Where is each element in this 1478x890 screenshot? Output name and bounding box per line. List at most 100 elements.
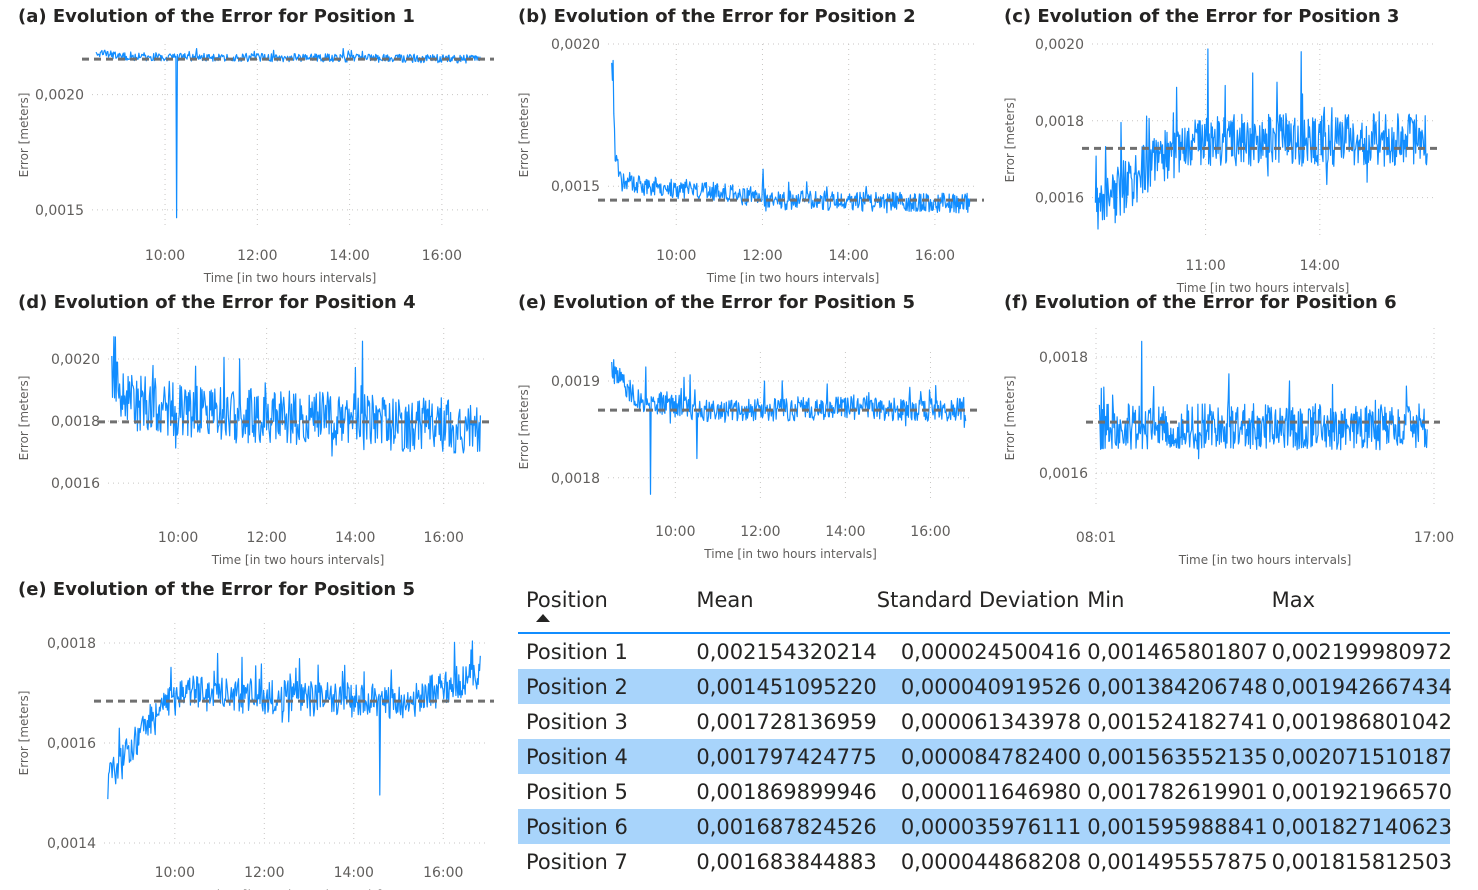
- column-header-std[interactable]: Standard Deviation: [876, 588, 1080, 612]
- cell-value: 0,001827140623: [1271, 809, 1452, 844]
- x-tick-label: 14:00: [335, 530, 375, 546]
- error-series-line: [1094, 48, 1428, 230]
- chart-panel-p2: (b) Evolution of the Error for Position …: [517, 6, 988, 288]
- x-tick-label: 12:00: [237, 248, 277, 264]
- y-tick-label: 0,0018: [551, 471, 600, 487]
- y-tick-label: 0,0020: [1035, 37, 1084, 53]
- y-tick-label: 0,0018: [51, 414, 100, 430]
- y-tick-label: 0,0016: [1035, 191, 1084, 207]
- cell-value: 0,001524182741: [1087, 709, 1268, 734]
- cell-value: 0,001451095220: [696, 669, 877, 704]
- y-tick-label: 0,0016: [47, 736, 96, 752]
- y-tick-label: 0,0016: [51, 476, 100, 492]
- y-tick-label: 0,0019: [551, 374, 600, 390]
- y-tick-label: 0,0018: [1039, 350, 1088, 366]
- x-tick-label: 14:00: [329, 248, 369, 264]
- x-axis-label: Time [in two hours intervals]: [1176, 281, 1350, 295]
- y-axis-label: Error [meters]: [17, 93, 31, 178]
- y-tick-label: 0,0020: [51, 352, 100, 368]
- cell-value: 0,001384206748: [1087, 669, 1272, 704]
- x-tick-label: 12:00: [246, 530, 286, 546]
- table-row[interactable]: Position 1 0,002154320214 0,000024500416 0,…: [518, 633, 1452, 669]
- error-series-line: [611, 359, 967, 495]
- y-tick-label: 0,0014: [47, 836, 96, 852]
- table-header-row: Position Mean Standard Deviation Min Max: [518, 584, 1450, 633]
- chart-title: (c) Evolution of the Error for Position …: [1004, 6, 1400, 27]
- y-tick-label: 0,0020: [35, 88, 84, 104]
- cell-position: Position 5: [526, 779, 628, 804]
- x-tick-label: 11:00: [1185, 258, 1225, 274]
- chart-svg: 0,0018 0,0016 08:01 17:00 Time [in two hours…: [1003, 328, 1454, 567]
- x-tick-label: 16:00: [915, 248, 955, 264]
- column-header-max[interactable]: Max: [1271, 588, 1315, 612]
- chart-title: (f) Evolution of the Error for Position …: [1004, 292, 1397, 313]
- cell-value: 0,001797424775: [696, 739, 877, 774]
- table-row[interactable]: Position 6 0,001687824526 0,000035976111 0,…: [518, 809, 1452, 844]
- column-header-mean[interactable]: Mean: [696, 588, 754, 612]
- cell-value: 0,001921966570: [1271, 779, 1452, 804]
- chart-panel-p4: (d) Evolution of the Error for Position …: [17, 292, 498, 574]
- chart-svg: 0,0020 0,0018 0,0016 11:00 14:00 Time [in two…: [1003, 37, 1440, 295]
- error-series-line: [1098, 340, 1428, 460]
- cell-value: 0,001869899946: [696, 779, 877, 804]
- error-series-line: [107, 640, 481, 800]
- x-tick-label: 14:00: [825, 524, 865, 540]
- y-axis-label: Error [meters]: [17, 376, 31, 461]
- x-tick-label: 10:00: [158, 530, 198, 546]
- error-series-line: [111, 336, 481, 457]
- x-axis-label: Time [in two hours intervals]: [211, 553, 385, 567]
- cell-value: 0,000024500416: [900, 639, 1082, 664]
- table-row[interactable]: Position 7 0,001683844883 0,000044868208 0,…: [518, 844, 1452, 879]
- cell-value: 0,001495557875: [1087, 849, 1268, 874]
- chart-panel-p3: (c) Evolution of the Error for Position …: [1003, 6, 1440, 295]
- cell-position: Position 1: [526, 639, 628, 664]
- table-row[interactable]: Position 5 0,001869899946 0,000011646980 0,…: [518, 774, 1452, 809]
- chart-panel-p7: (e) Evolution of the Error for Position …: [17, 579, 498, 890]
- x-tick-label: 14:00: [828, 248, 868, 264]
- chart-svg: 0,0020 0,0015 10:00 12:00 14:00 16:00 Time [in…: [17, 44, 494, 285]
- cell-value: 0,000011646980: [900, 779, 1082, 804]
- x-tick-label: 10:00: [656, 248, 696, 264]
- error-series-line: [95, 48, 481, 219]
- cell-value: 0,001595988841: [1087, 809, 1272, 844]
- x-tick-label: 16:00: [424, 530, 464, 546]
- cell-value: 0,000044868208: [900, 849, 1082, 874]
- x-tick-label: 12:00: [740, 524, 780, 540]
- column-header-min[interactable]: Min: [1087, 588, 1125, 612]
- column-label: Position: [526, 588, 608, 612]
- y-tick-label: 0,0015: [35, 203, 84, 219]
- chart-title: (e) Evolution of the Error for Position …: [18, 579, 415, 600]
- y-tick-label: 0,0018: [1035, 114, 1084, 130]
- cell-value: 0,001782619901: [1087, 779, 1268, 804]
- sort-ascending-icon[interactable]: [536, 614, 550, 622]
- chart-title: (a) Evolution of the Error for Position …: [18, 6, 415, 27]
- chart-panel-p6: (f) Evolution of the Error for Position …: [1003, 292, 1454, 574]
- chart-title: (e) Evolution of the Error for Position …: [518, 292, 915, 313]
- cell-value: 0,001563552135: [1087, 739, 1272, 774]
- cell-position: Position 6: [518, 809, 697, 844]
- x-tick-label: 12:00: [742, 248, 782, 264]
- column-header-position[interactable]: Position: [518, 584, 696, 633]
- x-tick-label: 12:00: [244, 865, 284, 881]
- cell-position: Position 7: [526, 849, 628, 874]
- cell-value: 0,001683844883: [696, 849, 877, 874]
- x-tick-label: 17:00: [1414, 530, 1454, 546]
- cell-position: Position 4: [518, 739, 697, 774]
- chart-svg: 0,0020 0,0015 10:00 12:00 14:00 16:00 Time [in…: [517, 37, 984, 285]
- cell-value: 0,001942667434: [1271, 669, 1452, 704]
- cell-value: 0,002199980972: [1271, 639, 1452, 664]
- table-row[interactable]: Position 4 0,001797424775 0,000084782400 0,…: [518, 739, 1452, 774]
- cell-value: 0,001728136959: [696, 709, 877, 734]
- table-row[interactable]: Position 3 0,001728136959 0,000061343978 0,…: [518, 704, 1452, 739]
- y-tick-label: 0,0018: [47, 636, 96, 652]
- cell-value: 0,001815812503: [1271, 849, 1452, 874]
- cell-value: 0,001687824526: [696, 809, 877, 844]
- chart-svg: 0,0020 0,0018 0,0016 10:00 12:00 14:00 16:00 Ti…: [17, 328, 494, 567]
- x-axis-label: Time [in two hours intervals]: [209, 888, 383, 890]
- x-tick-label: 16:00: [422, 248, 462, 264]
- chart-panel-p5: (e) Evolution of the Error for Position …: [517, 292, 988, 574]
- x-tick-label: 10:00: [145, 248, 185, 264]
- cell-position: Position 2: [518, 669, 697, 704]
- y-axis-label: Error [meters]: [1003, 98, 1017, 183]
- table-row[interactable]: Position 2 0,001451095220 0,000040919526 0,…: [518, 669, 1452, 704]
